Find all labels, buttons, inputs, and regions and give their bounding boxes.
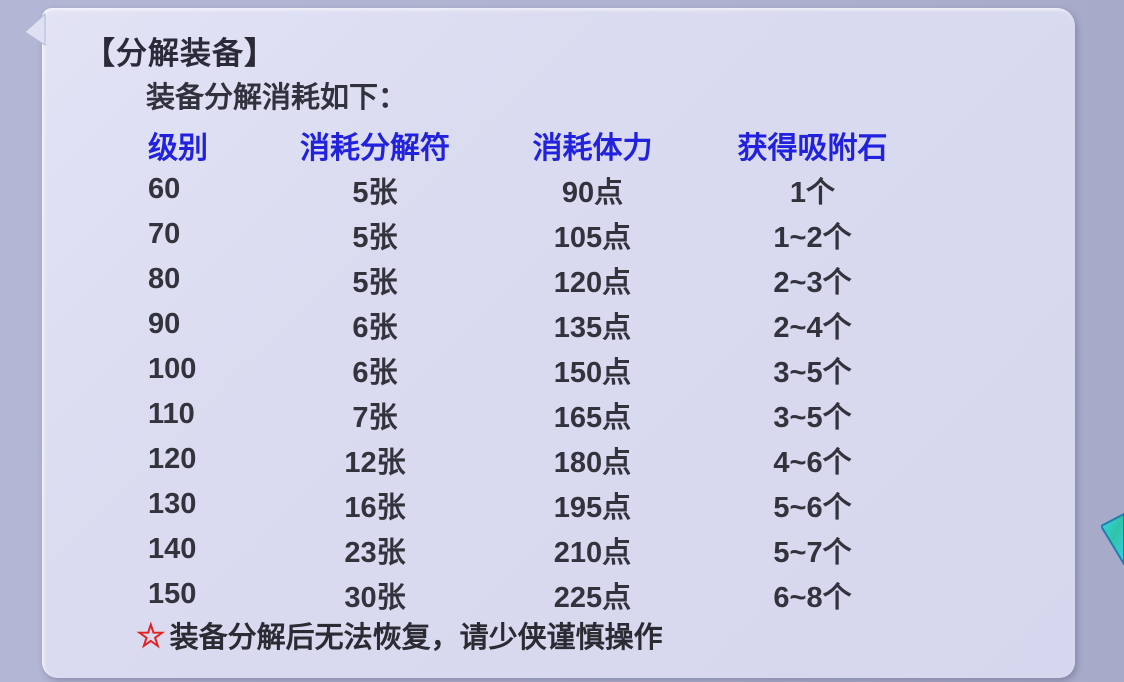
col-header-stone-gain: 获得吸附石 (737, 131, 888, 165)
warning-star-icon: ☆ (136, 616, 166, 654)
table-row: 70 5张 105点 1~2个 (148, 212, 1008, 257)
decompose-info-dialog: 【分解装备】 装备分解消耗如下： 级别 消耗分解符 消耗体力 获得吸附石 60 … (42, 8, 1075, 678)
cell-talisman: 16张 (344, 491, 406, 524)
cell-stones: 3~5个 (773, 401, 852, 434)
cell-stones: 4~6个 (773, 446, 852, 479)
table-header-row: 级别 消耗分解符 消耗体力 获得吸附石 (148, 122, 1008, 167)
cell-stamina: 90点 (561, 176, 624, 209)
cell-stones: 5~6个 (773, 491, 852, 524)
table-row: 120 12张 180点 4~6个 (148, 437, 1008, 482)
cell-talisman: 5张 (352, 266, 398, 299)
cell-level: 80 (148, 263, 181, 295)
cell-stamina: 180点 (553, 446, 632, 479)
table-row: 100 6张 150点 3~5个 (148, 347, 1008, 392)
cell-level: 150 (148, 578, 197, 610)
cell-talisman: 5张 (352, 221, 398, 254)
cell-stamina: 120点 (553, 266, 632, 299)
cell-talisman: 6张 (352, 311, 398, 344)
cell-stones: 6~8个 (773, 581, 852, 614)
cell-talisman: 7张 (352, 401, 398, 434)
cell-stones: 2~4个 (773, 311, 852, 344)
cell-stones: 1~2个 (773, 221, 852, 254)
cell-level: 110 (148, 398, 195, 430)
table-row: 140 23张 210点 5~7个 (148, 527, 1008, 572)
cell-talisman: 30张 (344, 581, 406, 614)
col-header-level: 级别 (148, 131, 208, 165)
cell-stamina: 210点 (553, 536, 632, 569)
cell-stamina: 165点 (553, 401, 632, 434)
table-row: 150 30张 225点 6~8个 (148, 572, 1008, 617)
cell-level: 100 (148, 353, 197, 385)
cursor-icon (1101, 512, 1124, 566)
cell-talisman: 6张 (352, 356, 398, 389)
cell-talisman: 12张 (344, 446, 406, 479)
cell-level: 70 (148, 218, 181, 250)
warning-text: 装备分解后无法恢复，请少侠谨慎操作 (169, 622, 663, 654)
warning-line: ☆ 装备分解后无法恢复，请少侠谨慎操作 (136, 614, 663, 656)
col-header-stamina-cost: 消耗体力 (532, 131, 653, 165)
cell-stamina: 225点 (553, 581, 632, 614)
cell-stones: 2~3个 (773, 266, 852, 299)
table-row: 110 7张 165点 3~5个 (148, 392, 1008, 437)
cell-stones: 1个 (789, 176, 836, 209)
cell-level: 120 (148, 443, 197, 475)
cell-stones: 3~5个 (773, 356, 852, 389)
cell-stamina: 150点 (553, 356, 632, 389)
cell-stamina: 135点 (553, 311, 632, 344)
cell-stamina: 105点 (553, 221, 632, 254)
table-row: 130 16张 195点 5~6个 (148, 482, 1008, 527)
col-header-talisman-cost: 消耗分解符 (300, 131, 450, 165)
cell-stamina: 195点 (553, 491, 632, 524)
cell-level: 130 (148, 488, 197, 520)
cell-stones: 5~7个 (773, 536, 852, 569)
table-row: 80 5张 120点 2~3个 (148, 257, 1008, 302)
table-row: 90 6张 135点 2~4个 (148, 302, 1008, 347)
cell-talisman: 5张 (352, 176, 398, 209)
dialog-subtitle: 装备分解消耗如下： (146, 82, 408, 114)
table-row: 60 5张 90点 1个 (148, 167, 1008, 212)
dialog-title: 【分解装备】 (84, 36, 276, 71)
cell-level: 90 (148, 308, 181, 340)
bubble-tail-icon (24, 13, 46, 46)
cell-level: 140 (148, 533, 197, 565)
decompose-cost-table: 级别 消耗分解符 消耗体力 获得吸附石 60 5张 90点 1个 70 5张 1… (148, 122, 1008, 617)
cell-level: 60 (148, 173, 181, 205)
cell-talisman: 23张 (344, 536, 406, 569)
